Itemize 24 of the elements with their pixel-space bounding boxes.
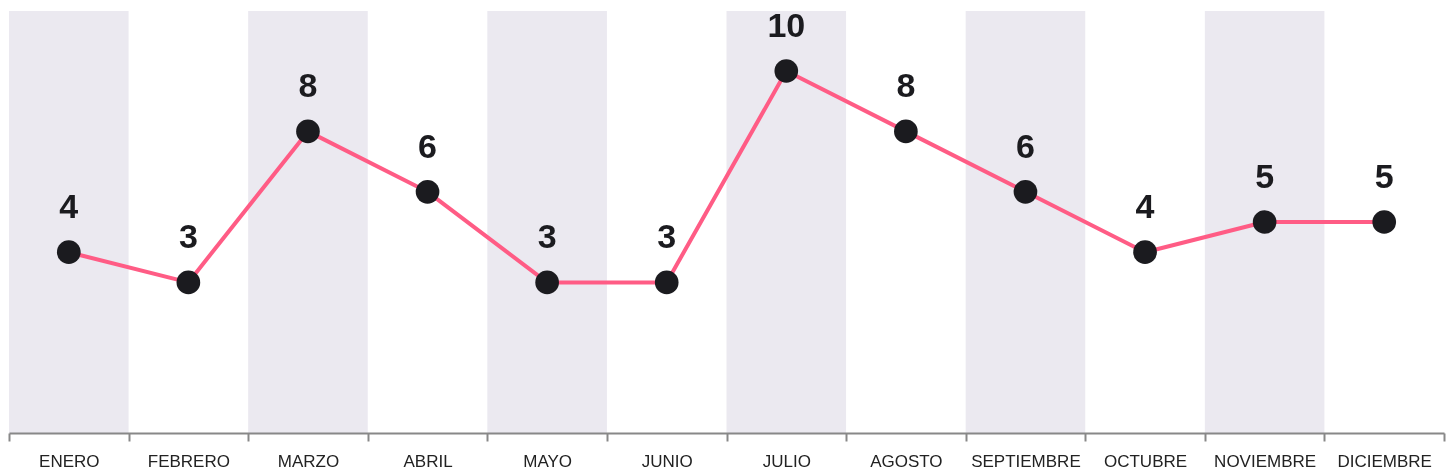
data-label: 4 bbox=[59, 187, 79, 226]
x-tick-label: MARZO bbox=[277, 451, 340, 471]
x-tick-label: NOVIEMBRE bbox=[1214, 451, 1317, 471]
data-label: 10 bbox=[767, 6, 806, 44]
x-tick-label: ABRIL bbox=[403, 451, 453, 471]
x-tick-label: OCTUBRE bbox=[1103, 451, 1188, 471]
data-label: 4 bbox=[1135, 187, 1155, 226]
data-label: 5 bbox=[1374, 157, 1394, 195]
x-tick-label: FEBRERO bbox=[147, 451, 230, 471]
data-label: 3 bbox=[178, 217, 198, 256]
data-label: 5 bbox=[1255, 157, 1275, 195]
x-tick-label: JULIO bbox=[762, 451, 811, 471]
x-tick-label: ENERO bbox=[39, 451, 100, 471]
x-tick-label: MAYO bbox=[523, 451, 573, 471]
x-tick-label: DICIEMBRE bbox=[1337, 451, 1432, 471]
data-label: 3 bbox=[537, 217, 557, 256]
data-label: 8 bbox=[298, 66, 318, 105]
data-label: 6 bbox=[1016, 126, 1035, 165]
data-label: 6 bbox=[418, 126, 437, 165]
x-tick-label: JUNIO bbox=[641, 451, 693, 471]
data-label: 8 bbox=[896, 66, 916, 105]
x-tick-label: AGOSTO bbox=[870, 451, 943, 471]
x-tick-label: SEPTIEMBRE bbox=[971, 451, 1081, 471]
data-label: 3 bbox=[657, 217, 677, 256]
